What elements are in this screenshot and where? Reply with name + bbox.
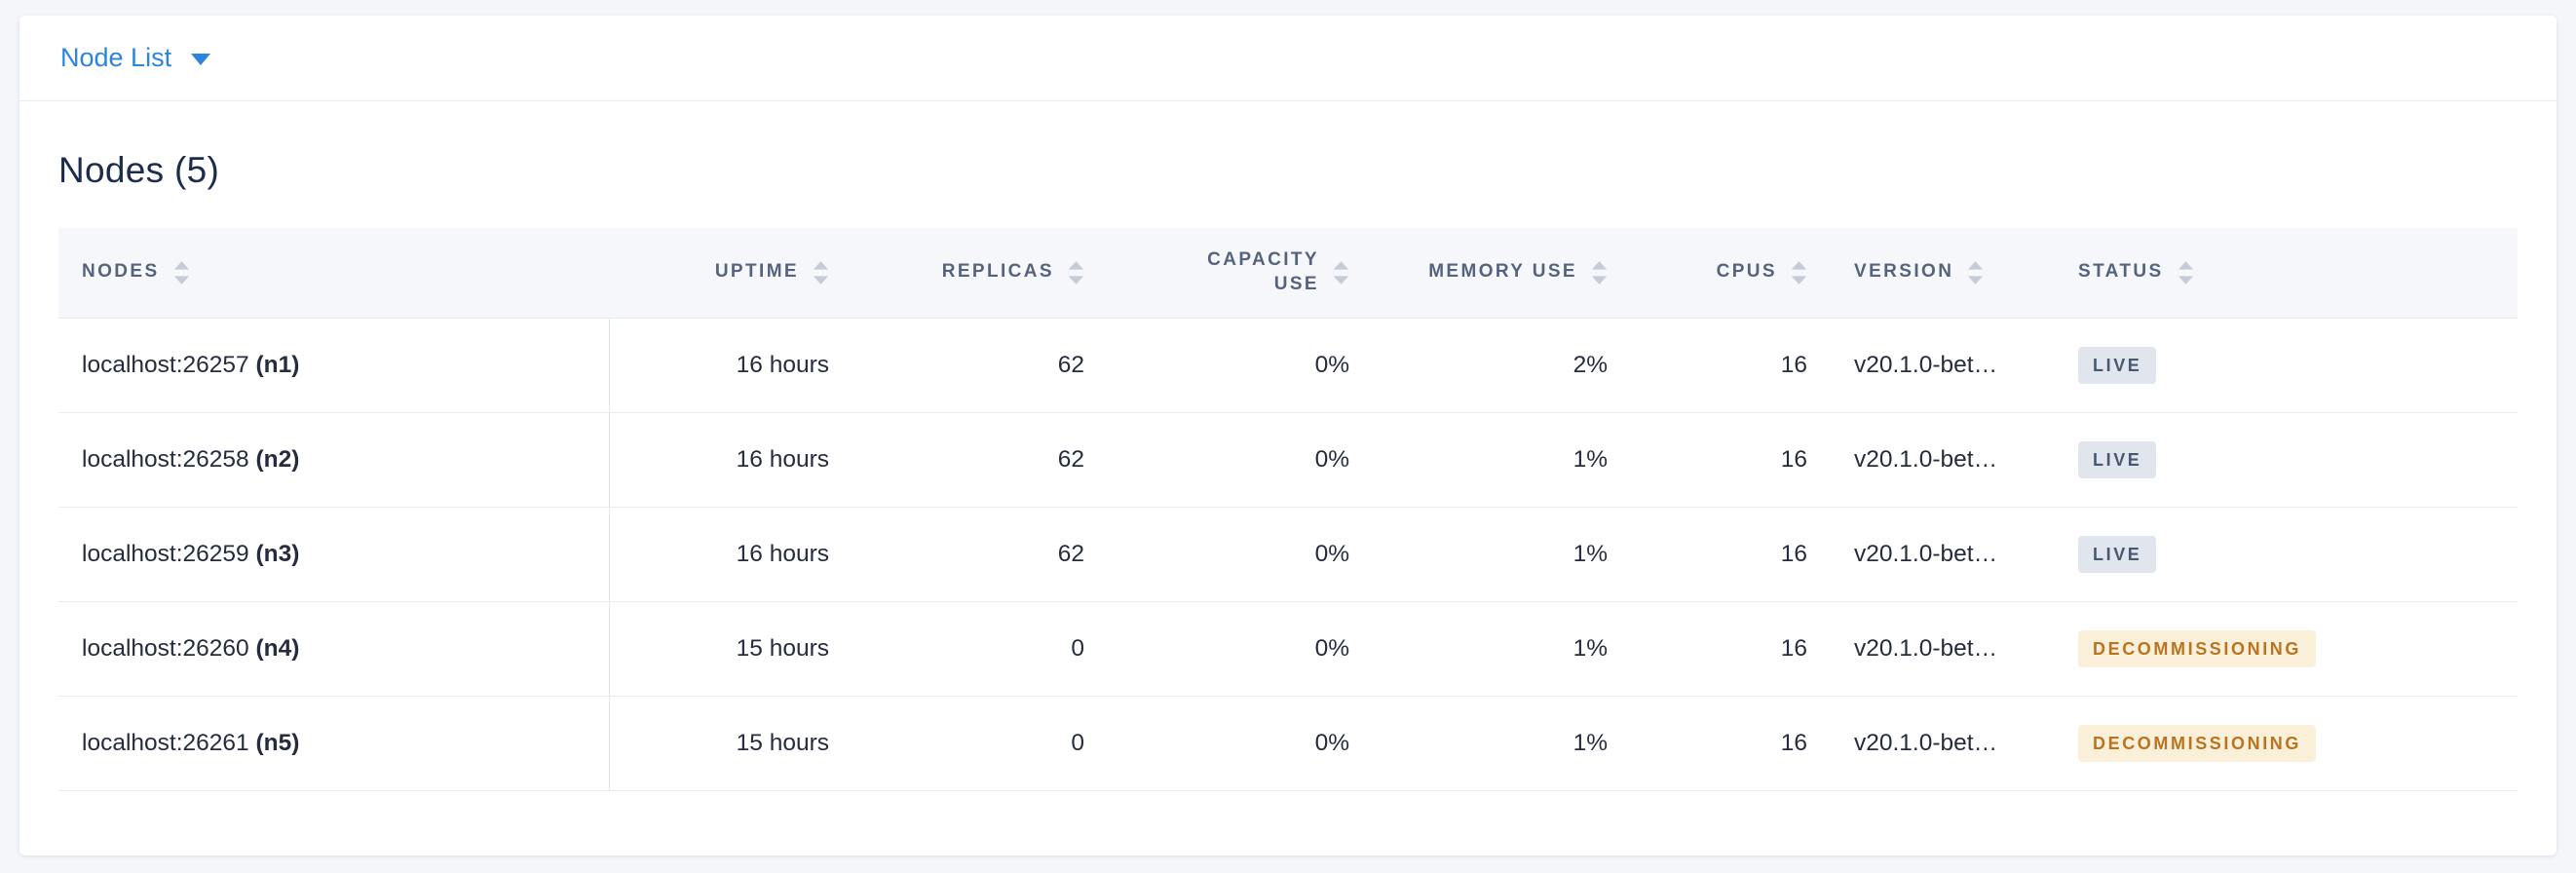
cpus-cell: 16 [1631,507,1831,602]
node-cell: localhost:26259 (n3) [58,507,610,602]
column-header-nodes[interactable]: NODES [58,228,609,319]
column-header-capacity-use[interactable]: CAPACITY USE [1108,228,1373,319]
uptime-cell: 16 hours [609,318,852,413]
table-row[interactable]: localhost:26260 (n4) 15 hours 0 0% 1% 16… [58,601,2518,697]
version-cell: v20.1.0-bet… [1831,318,2055,413]
version-cell: v20.1.0-bet… [1831,507,2055,602]
node-cell: localhost:26260 (n4) [58,601,610,697]
status-cell: LIVE [2055,507,2376,602]
node-list-panel: Node List Nodes (5) NO [19,16,2557,855]
column-header-memory-use[interactable]: MEMORY USE [1373,228,1631,319]
sort-icon [1068,260,1084,285]
column-header-cpus[interactable]: CPUS [1631,228,1831,319]
version-cell: v20.1.0-bet… [1831,601,2055,697]
node-id: (n2) [255,445,300,473]
replicas-cell: 0 [852,696,1108,791]
replicas-cell: 62 [852,318,1108,413]
node-cell: localhost:26258 (n2) [58,412,610,508]
spacer-cell [2376,696,2518,791]
cpus-cell: 16 [1631,696,1831,791]
status-cell: LIVE [2055,412,2376,508]
sort-icon [1333,260,1349,285]
column-header-status[interactable]: STATUS [2055,228,2376,319]
column-header-replicas[interactable]: REPLICAS [852,228,1108,319]
spacer-cell [2376,318,2518,413]
node-cell: localhost:26257 (n1) [58,318,610,413]
status-badge: DECOMMISSIONING [2078,629,2317,667]
sort-icon [173,260,189,285]
replicas-cell: 0 [852,601,1108,697]
table-row[interactable]: localhost:26259 (n3) 16 hours 62 0% 1% 1… [58,507,2518,602]
status-cell: LIVE [2055,318,2376,413]
version-cell: v20.1.0-bet… [1831,412,2055,508]
memory-use-cell: 1% [1373,507,1631,602]
replicas-cell: 62 [852,412,1108,508]
table-row[interactable]: localhost:26257 (n1) 16 hours 62 0% 2% 1… [58,318,2518,413]
memory-use-cell: 1% [1373,601,1631,697]
status-badge: LIVE [2078,440,2157,478]
status-cell: DECOMMISSIONING [2055,696,2376,791]
replicas-cell: 62 [852,507,1108,602]
column-label: VERSION [1854,261,1954,283]
sort-icon [2178,260,2193,285]
sort-icon [1591,260,1608,285]
capacity-use-cell: 0% [1108,601,1373,697]
column-label: STATUS [2078,261,2164,283]
cpus-cell: 16 [1631,318,1831,413]
status-badge: LIVE [2078,535,2157,573]
column-label: CAPACITY USE [1207,249,1319,294]
sort-icon [813,260,829,285]
column-label: UPTIME [714,261,799,283]
column-label: REPLICAS [941,261,1054,283]
view-dropdown[interactable]: Node List [60,43,211,72]
status-badge: DECOMMISSIONING [2078,724,2317,762]
view-dropdown-label: Node List [60,43,172,72]
column-label: NODES [82,261,160,283]
node-id: (n5) [255,729,300,756]
memory-use-cell: 2% [1373,318,1631,413]
column-label: MEMORY USE [1428,261,1577,283]
cpus-cell: 16 [1631,601,1831,697]
uptime-cell: 16 hours [609,412,852,508]
column-header-spacer [2376,228,2518,319]
nodes-table: NODES UPTIME REPLICAS [58,228,2518,791]
capacity-use-cell: 0% [1108,412,1373,508]
spacer-cell [2376,412,2518,508]
column-label: CPUS [1716,261,1777,283]
uptime-cell: 15 hours [609,601,852,697]
memory-use-cell: 1% [1373,696,1631,791]
uptime-cell: 16 hours [609,507,852,602]
table-header-row: NODES UPTIME REPLICAS [58,228,2518,319]
table-row[interactable]: localhost:26258 (n2) 16 hours 62 0% 1% 1… [58,412,2518,508]
cpus-cell: 16 [1631,412,1831,508]
spacer-cell [2376,507,2518,602]
table-row[interactable]: localhost:26261 (n5) 15 hours 0 0% 1% 16… [58,696,2518,791]
capacity-use-cell: 0% [1108,318,1373,413]
spacer-cell [2376,601,2518,697]
sort-icon [1791,260,1807,285]
capacity-use-cell: 0% [1108,696,1373,791]
sort-icon [1968,260,1984,285]
node-cell: localhost:26261 (n5) [58,696,610,791]
column-header-version[interactable]: VERSION [1831,228,2055,319]
node-id: (n1) [255,351,300,378]
view-selector-bar: Node List [19,16,2557,101]
caret-down-icon [191,54,211,65]
capacity-use-cell: 0% [1108,507,1373,602]
status-cell: DECOMMISSIONING [2055,601,2376,697]
page-title: Nodes (5) [58,150,220,190]
uptime-cell: 15 hours [609,696,852,791]
memory-use-cell: 1% [1373,412,1631,508]
version-cell: v20.1.0-bet… [1831,696,2055,791]
node-id: (n4) [255,634,300,662]
node-id: (n3) [255,540,300,567]
column-header-uptime[interactable]: UPTIME [609,228,852,319]
status-badge: LIVE [2078,346,2157,384]
nodes-card: Nodes (5) NODES [19,101,2557,855]
